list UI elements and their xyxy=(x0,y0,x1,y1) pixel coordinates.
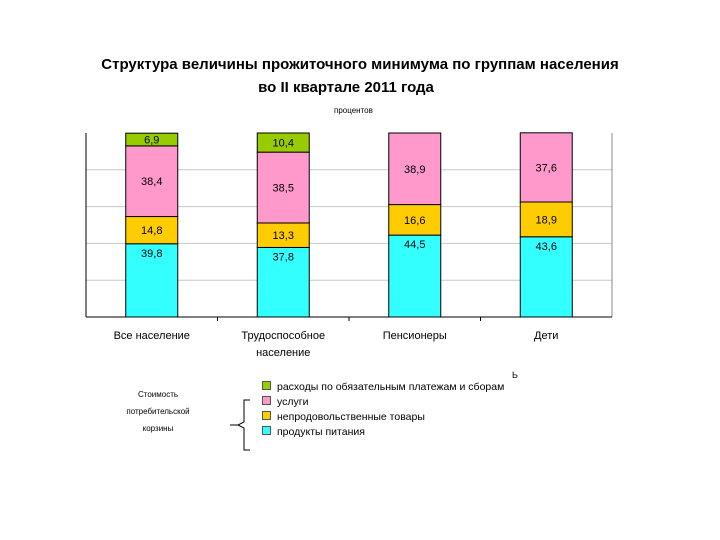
stray-mark: Ь xyxy=(512,370,518,380)
legend-item: услуги xyxy=(262,395,308,409)
legend-swatch xyxy=(262,396,271,405)
data-label: 38,9 xyxy=(404,164,425,176)
legend-swatch xyxy=(262,411,271,420)
chart-subtitle: во II квартале 2011 года xyxy=(258,79,434,96)
bar-segment xyxy=(519,132,573,203)
data-label: 6,9 xyxy=(144,135,159,147)
data-label: 37,8 xyxy=(273,251,294,263)
bar-segment xyxy=(519,236,573,318)
bar-segment xyxy=(256,132,310,153)
data-label: 14,8 xyxy=(141,225,162,237)
bar-segment xyxy=(388,204,442,236)
category-label: Пенсионеры xyxy=(383,330,447,342)
category-label: Все население xyxy=(114,330,190,342)
data-label: 13,3 xyxy=(273,230,294,242)
category-label: Трудоспособное xyxy=(241,330,325,342)
data-label: 10,4 xyxy=(273,138,294,150)
bar-segment xyxy=(388,132,442,206)
legend-swatch xyxy=(262,381,271,390)
data-label: 44,5 xyxy=(404,239,425,251)
data-label: 43,6 xyxy=(536,241,557,253)
data-label: 37,6 xyxy=(536,162,557,174)
legend-item: расходы по обязательным платежам и сбора… xyxy=(262,380,504,394)
data-label: 38,5 xyxy=(273,183,294,195)
legend-label: продукты питания xyxy=(277,426,365,438)
category-label: Дети xyxy=(534,330,558,342)
chart-title: Структура величины прожиточного минимума… xyxy=(101,56,619,73)
data-label: 38,4 xyxy=(141,176,162,188)
legend-item: непродовольственные товары xyxy=(262,410,425,424)
legend-label: расходы по обязательным платежам и сбора… xyxy=(277,381,505,393)
legend-swatch xyxy=(262,426,271,435)
legend-item: продукты питания xyxy=(262,425,365,439)
bar-segment xyxy=(256,151,310,224)
data-label: 16,6 xyxy=(404,215,425,227)
legend-group-label: Стоимость потребительской корзины xyxy=(126,390,190,433)
data-label: 39,8 xyxy=(141,248,162,260)
bar-segment xyxy=(125,132,179,147)
legend-label: услуги xyxy=(277,396,309,408)
bar-segment xyxy=(519,201,573,238)
legend-label: непродовольственные товары xyxy=(277,411,425,423)
unit-label: процентов xyxy=(334,106,373,115)
data-label: 18,9 xyxy=(536,214,557,226)
legend-brace xyxy=(230,399,250,451)
bar-segment xyxy=(388,234,442,318)
category-label: население xyxy=(256,347,310,359)
